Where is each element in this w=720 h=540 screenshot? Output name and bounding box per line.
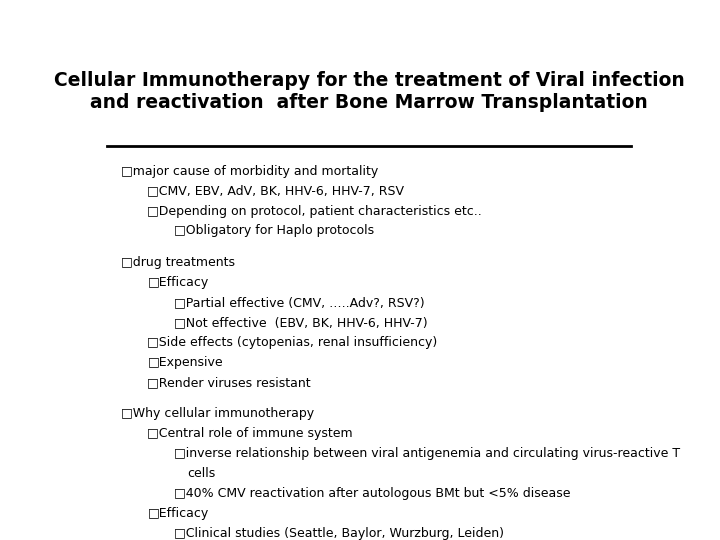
Text: □40% CMV reactivation after autologous BMt but <5% disease: □40% CMV reactivation after autologous B…: [174, 487, 571, 500]
Text: □drug treatments: □drug treatments: [121, 256, 235, 269]
Text: □Depending on protocol, patient characteristics etc..: □Depending on protocol, patient characte…: [148, 205, 482, 218]
Text: □Obligatory for Haplo protocols: □Obligatory for Haplo protocols: [174, 225, 374, 238]
Text: □Side effects (cytopenias, renal insufficiency): □Side effects (cytopenias, renal insuffi…: [148, 336, 438, 349]
Text: □Why cellular immunotherapy: □Why cellular immunotherapy: [121, 407, 314, 421]
Text: □major cause of morbidity and mortality: □major cause of morbidity and mortality: [121, 165, 378, 178]
Text: □Central role of immune system: □Central role of immune system: [148, 427, 353, 441]
Text: □Clinical studies (Seattle, Baylor, Wurzburg, Leiden): □Clinical studies (Seattle, Baylor, Wurz…: [174, 527, 504, 540]
Text: □Partial effective (CMV, …..Adv?, RSV?): □Partial effective (CMV, …..Adv?, RSV?): [174, 296, 425, 309]
Text: □Render viruses resistant: □Render viruses resistant: [148, 376, 311, 389]
Text: □Efficacy: □Efficacy: [148, 507, 209, 520]
Text: □Not effective  (EBV, BK, HHV-6, HHV-7): □Not effective (EBV, BK, HHV-6, HHV-7): [174, 316, 428, 329]
Text: cells: cells: [188, 467, 216, 480]
Text: □Efficacy: □Efficacy: [148, 276, 209, 289]
Text: □Expensive: □Expensive: [148, 356, 223, 369]
Text: □CMV, EBV, AdV, BK, HHV-6, HHV-7, RSV: □CMV, EBV, AdV, BK, HHV-6, HHV-7, RSV: [148, 185, 405, 198]
Text: Cellular Immunotherapy for the treatment of Viral infection
and reactivation  af: Cellular Immunotherapy for the treatment…: [53, 71, 685, 112]
Text: □inverse relationship between viral antigenemia and circulating virus-reactive T: □inverse relationship between viral anti…: [174, 447, 680, 460]
